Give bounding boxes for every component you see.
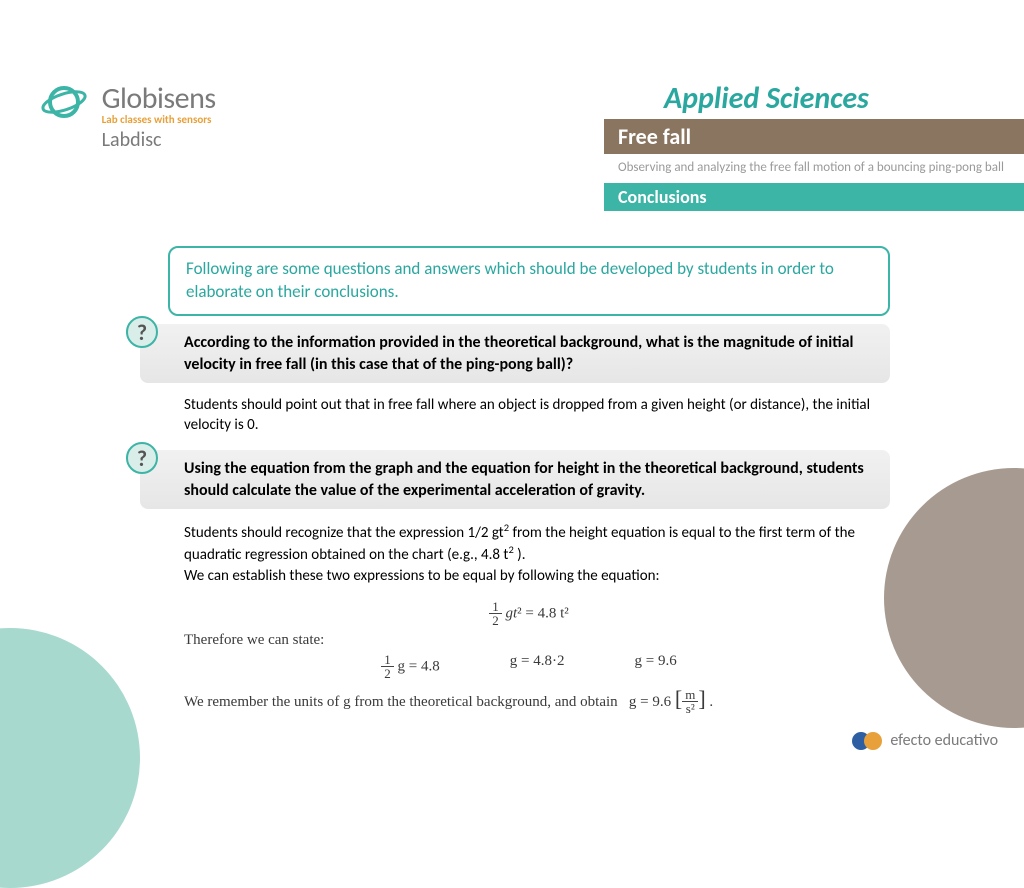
question-2-text: Using the equation from the graph and th… — [140, 450, 890, 509]
eq-g-half: g = 4.8 — [398, 659, 440, 675]
category-title: Applied Sciences — [604, 80, 1024, 117]
topic-bar: Free fall — [604, 119, 1024, 154]
unit-bot: s² — [682, 702, 698, 716]
answer-1-text: Students should point out that in free f… — [140, 383, 890, 444]
therefore-line: Therefore we can state: — [184, 632, 874, 649]
eq-g-units: g = 9.6 — [629, 694, 671, 710]
question-1-text: According to the information provided in… — [140, 324, 890, 383]
logo-block: Globisens Lab classes with sensors Labdi… — [40, 80, 216, 152]
question-block-1: ? According to the information provided … — [140, 324, 890, 444]
logo-name: Globisens — [102, 80, 216, 117]
question-icon: ? — [126, 442, 158, 474]
decor-circle-left — [0, 628, 140, 888]
globe-icon — [40, 80, 92, 131]
answer-2-span-d: We can establish these two expressions t… — [184, 567, 660, 585]
header-block: Applied Sciences Free fall Observing and… — [604, 80, 1024, 211]
units-line: We remember the units of g from the theo… — [184, 694, 618, 710]
answer-2-span-c: ). — [514, 546, 526, 564]
decor-circle-right — [884, 468, 1024, 728]
topic-subtitle: Observing and analyzing the free fall mo… — [604, 154, 1024, 183]
brand-icon — [852, 732, 882, 750]
eq-g-mul: g = 4.8·2 — [510, 653, 565, 681]
footer-brand-text: efecto educativo — [890, 731, 998, 750]
intro-callout: Following are some questions and answers… — [168, 246, 890, 316]
logo-subname: Labdisc — [102, 128, 216, 152]
footer-brand: efecto educativo — [852, 731, 998, 750]
answer-2-text: Students should recognize that the expre… — [140, 509, 890, 594]
logo-tagline: Lab classes with sensors — [102, 113, 216, 126]
eq-g-val: g = 9.6 — [634, 653, 676, 681]
question-icon: ? — [126, 316, 158, 348]
answer-2-span-a: Students should recognize that the expre… — [184, 524, 504, 542]
math-derivation: 12 gt² = 4.8 t² Therefore we can state: … — [140, 594, 890, 728]
section-bar: Conclusions — [604, 183, 1024, 211]
question-block-2: ? Using the equation from the graph and … — [140, 450, 890, 728]
eq1-rhs: = 4.8 t² — [525, 606, 568, 622]
unit-top: m — [682, 688, 698, 702]
